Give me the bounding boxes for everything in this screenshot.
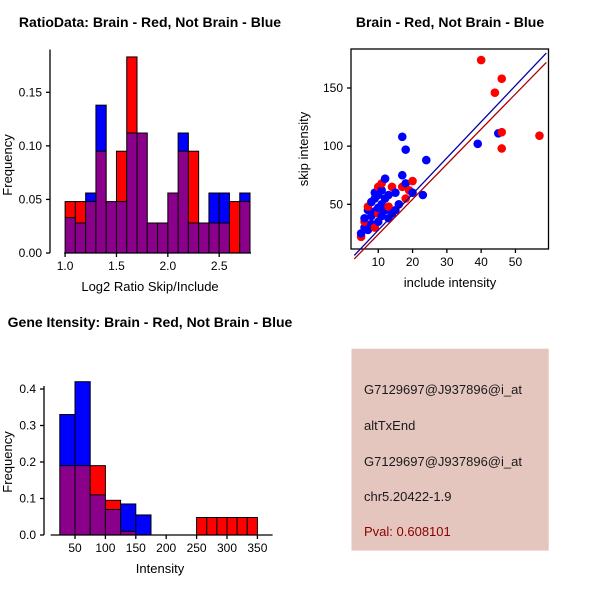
svg-text:1.0: 1.0 [57,259,74,273]
svg-text:350: 350 [247,541,267,555]
svg-text:30: 30 [440,255,454,269]
svg-text:50: 50 [68,541,82,555]
svg-text:altTxEnd: altTxEnd [364,418,415,433]
svg-text:0.4: 0.4 [19,382,36,396]
svg-text:Pval: 0.608101: Pval: 0.608101 [364,524,451,539]
svg-text:0.05: 0.05 [19,192,43,206]
svg-text:0.00: 0.00 [19,246,43,260]
svg-text:150: 150 [323,81,343,95]
svg-text:300: 300 [217,541,237,555]
svg-text:Intensity: Intensity [136,561,185,576]
svg-text:50: 50 [509,255,523,269]
svg-text:chr5.20422-1.9: chr5.20422-1.9 [364,489,451,504]
svg-text:0.2: 0.2 [19,455,36,469]
svg-text:0.3: 0.3 [19,419,36,433]
svg-text:200: 200 [156,541,176,555]
svg-text:10: 10 [372,255,386,269]
svg-text:include intensity: include intensity [404,275,497,290]
svg-text:150: 150 [126,541,146,555]
svg-text:0.0: 0.0 [19,528,36,542]
svg-text:100: 100 [95,541,115,555]
svg-text:1.5: 1.5 [108,259,125,273]
svg-text:0.1: 0.1 [19,492,36,506]
svg-text:2.5: 2.5 [211,259,228,273]
svg-text:250: 250 [187,541,207,555]
svg-text:Log2 Ratio Skip/Include: Log2 Ratio Skip/Include [81,279,218,294]
svg-text:2.0: 2.0 [159,259,176,273]
svg-text:skip intensity: skip intensity [296,111,311,186]
svg-text:Brain - Red, Not Brain - Blue: Brain - Red, Not Brain - Blue [356,14,544,30]
svg-text:20: 20 [406,255,420,269]
svg-text:Frequency: Frequency [0,431,15,493]
svg-text:50: 50 [330,197,344,211]
svg-text:Frequency: Frequency [0,134,15,196]
svg-text:RatioData: Brain - Red, Not Br: RatioData: Brain - Red, Not Brain - Blue [19,14,281,30]
svg-text:100: 100 [323,139,343,153]
svg-text:0.15: 0.15 [19,85,43,99]
svg-text:G7129697@J937896@i_at: G7129697@J937896@i_at [364,454,522,469]
svg-text:0.10: 0.10 [19,139,43,153]
svg-text:40: 40 [474,255,488,269]
svg-text:Gene Itensity: Brain - Red, No: Gene Itensity: Brain - Red, Not Brain - … [8,314,293,330]
svg-text:G7129697@J937896@i_at: G7129697@J937896@i_at [364,382,522,397]
